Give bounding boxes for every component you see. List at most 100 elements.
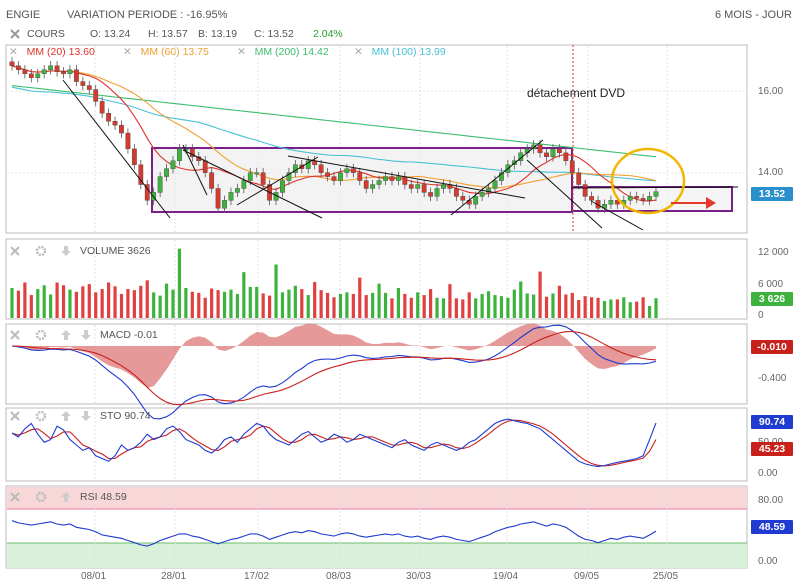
candle-body bbox=[164, 168, 169, 177]
candle-body bbox=[376, 180, 382, 185]
trendline-1[interactable] bbox=[62, 79, 171, 219]
rsi-label: RSI 48.59 bbox=[80, 491, 127, 503]
volume-bar bbox=[493, 295, 497, 318]
volume-bar bbox=[506, 297, 510, 318]
signal-line bbox=[11, 330, 657, 406]
arrow-up-icon[interactable] bbox=[60, 491, 72, 503]
volume-bar bbox=[171, 289, 175, 318]
volume-bar bbox=[132, 290, 136, 318]
candle-body bbox=[576, 172, 582, 185]
candle-body bbox=[434, 188, 440, 197]
trendline-2[interactable] bbox=[182, 144, 208, 196]
volume-bar bbox=[55, 282, 59, 318]
candle-body bbox=[557, 148, 562, 154]
rsi-oversold-zone bbox=[7, 543, 747, 568]
volume-bar bbox=[480, 293, 484, 318]
trendline-3[interactable] bbox=[182, 149, 323, 219]
volume-bar bbox=[319, 290, 323, 318]
gear-icon[interactable] bbox=[35, 245, 47, 257]
open-value: O: 13.24 bbox=[90, 28, 131, 40]
trendline-7[interactable] bbox=[526, 159, 603, 229]
close-icon[interactable] bbox=[9, 329, 21, 341]
trendline-6[interactable] bbox=[450, 139, 544, 216]
macd-series bbox=[11, 323, 657, 420]
ma-legend-text: MM (100) 13.99 bbox=[371, 46, 446, 58]
dividend-annotation: détachement DVD bbox=[527, 86, 626, 100]
trend-lines[interactable] bbox=[62, 79, 739, 231]
candle-body bbox=[479, 192, 485, 197]
candle-body bbox=[260, 172, 266, 185]
volume-bar bbox=[235, 293, 239, 318]
trendline-5[interactable] bbox=[287, 155, 526, 199]
candle-body bbox=[22, 69, 28, 74]
volume-bar bbox=[23, 282, 27, 318]
close-icon[interactable] bbox=[9, 410, 21, 422]
low-value: B: 13.19 bbox=[198, 28, 238, 40]
volume-bar bbox=[29, 295, 33, 318]
candle-body bbox=[93, 89, 99, 102]
arrow-up-icon[interactable] bbox=[60, 410, 72, 422]
price-tick-1: 16.00 bbox=[758, 86, 784, 97]
volume-bar bbox=[454, 298, 458, 318]
volume-bar bbox=[486, 291, 491, 318]
volume-bar bbox=[551, 293, 555, 318]
close-icon[interactable] bbox=[9, 491, 21, 503]
candle-body bbox=[41, 69, 47, 74]
x-tick-label: 28/01 bbox=[161, 571, 187, 582]
volume-bar bbox=[532, 294, 536, 318]
trendline-8[interactable] bbox=[570, 186, 739, 189]
macd-tick-2: -0.400 bbox=[758, 373, 787, 384]
volume-bar bbox=[229, 289, 233, 318]
trendline-4[interactable] bbox=[236, 156, 319, 206]
ma-legend-item[interactable]: ✕ MM (20) 13.60 bbox=[9, 46, 95, 58]
candle-body bbox=[144, 184, 150, 201]
close-icon[interactable] bbox=[9, 245, 21, 257]
volume-bar bbox=[145, 280, 149, 318]
candle-body bbox=[35, 73, 41, 78]
arrow-down-icon[interactable] bbox=[80, 329, 92, 341]
x-tick-label: 19/04 bbox=[493, 571, 519, 582]
macd-panel-frame bbox=[5, 323, 748, 405]
gear-icon[interactable] bbox=[35, 410, 47, 422]
volume-bar bbox=[499, 296, 504, 318]
candle-body bbox=[389, 176, 395, 181]
gear-icon[interactable] bbox=[35, 329, 47, 341]
volume-bar bbox=[544, 296, 549, 318]
ma100-line bbox=[11, 86, 657, 182]
volume-bar bbox=[293, 285, 297, 318]
volume-bar bbox=[255, 286, 259, 318]
candle-body bbox=[189, 148, 195, 158]
arrow-down-icon[interactable] bbox=[80, 410, 92, 422]
volume-bar bbox=[248, 286, 252, 318]
volume-bar bbox=[583, 296, 587, 318]
ma-legend-item[interactable]: ✕ MM (200) 14.42 bbox=[237, 46, 329, 58]
price-badge: 13.52 bbox=[751, 187, 793, 201]
arrow-up-icon[interactable] bbox=[60, 329, 72, 341]
volume-bar bbox=[474, 298, 478, 318]
candle-body bbox=[350, 168, 356, 173]
change-value: 2.04% bbox=[313, 28, 343, 40]
rsi-badge: 48.59 bbox=[751, 520, 793, 534]
volume-bar bbox=[242, 272, 246, 318]
gear-icon[interactable] bbox=[35, 491, 47, 503]
volume-bar bbox=[351, 293, 355, 318]
period-selector[interactable]: 6 MOIS - JOUR bbox=[714, 9, 792, 21]
volume-bar bbox=[203, 297, 207, 318]
price-tick-2: 14.00 bbox=[758, 167, 784, 178]
variation-label: VARIATION PERIODE : -16.95% bbox=[67, 9, 227, 21]
candle-body bbox=[222, 200, 227, 209]
sto-label: STO 90.74 bbox=[100, 410, 151, 422]
variation-label-text: VARIATION PERIODE : bbox=[67, 9, 187, 21]
trendline-9[interactable] bbox=[590, 200, 644, 231]
candle-body bbox=[582, 184, 588, 197]
volume-bar bbox=[113, 286, 117, 318]
highlight-circle[interactable] bbox=[610, 147, 686, 215]
arrow-down-icon[interactable] bbox=[60, 245, 72, 257]
volume-bar bbox=[622, 297, 626, 318]
candle-body bbox=[234, 188, 240, 193]
volume-bar bbox=[403, 293, 407, 318]
candle-body bbox=[54, 65, 60, 72]
ma-legend-item[interactable]: ✕ MM (100) 13.99 bbox=[354, 46, 446, 58]
close-icon[interactable] bbox=[9, 28, 21, 40]
